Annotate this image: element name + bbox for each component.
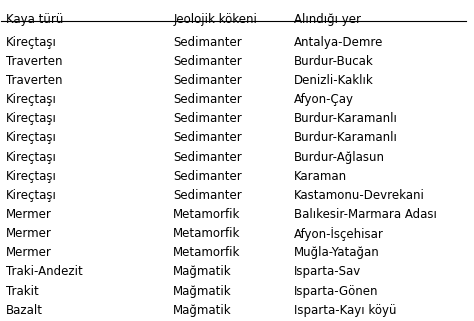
Text: Trakit: Trakit <box>6 285 39 298</box>
Text: Isparta-Gönen: Isparta-Gönen <box>294 285 378 298</box>
Text: Sedimanter: Sedimanter <box>173 189 242 202</box>
Text: Karaman: Karaman <box>294 170 347 183</box>
Text: Sedimanter: Sedimanter <box>173 112 242 126</box>
Text: Mağmatik: Mağmatik <box>173 265 232 278</box>
Text: Sedimanter: Sedimanter <box>173 55 242 68</box>
Text: Alındığı yer: Alındığı yer <box>294 13 361 26</box>
Text: Kireçtaşı: Kireçtaşı <box>6 151 57 164</box>
Text: Muğla-Yatağan: Muğla-Yatağan <box>294 246 380 259</box>
Text: Sedimanter: Sedimanter <box>173 151 242 164</box>
Text: Burdur-Ağlasun: Burdur-Ağlasun <box>294 151 385 164</box>
Text: Bazalt: Bazalt <box>6 304 43 317</box>
Text: Kireçtaşı: Kireçtaşı <box>6 93 57 106</box>
Text: Isparta-Kayı köyü: Isparta-Kayı köyü <box>294 304 396 317</box>
Text: Isparta-Sav: Isparta-Sav <box>294 265 361 278</box>
Text: Balıkesir-Marmara Adası: Balıkesir-Marmara Adası <box>294 208 437 221</box>
Text: Traverten: Traverten <box>6 74 63 87</box>
Text: Kireçtaşı: Kireçtaşı <box>6 189 57 202</box>
Text: Kireçtaşı: Kireçtaşı <box>6 132 57 144</box>
Text: Afyon-Çay: Afyon-Çay <box>294 93 354 106</box>
Text: Metamorfik: Metamorfik <box>173 208 240 221</box>
Text: Sedimanter: Sedimanter <box>173 36 242 49</box>
Text: Kaya türü: Kaya türü <box>6 13 64 26</box>
Text: Mağmatik: Mağmatik <box>173 285 232 298</box>
Text: Kireçtaşı: Kireçtaşı <box>6 170 57 183</box>
Text: Jeolojik kökeni: Jeolojik kökeni <box>173 13 257 26</box>
Text: Traverten: Traverten <box>6 55 63 68</box>
Text: Mermer: Mermer <box>6 227 52 240</box>
Text: Metamorfik: Metamorfik <box>173 246 240 259</box>
Text: Burdur-Bucak: Burdur-Bucak <box>294 55 374 68</box>
Text: Kireçtaşı: Kireçtaşı <box>6 36 57 49</box>
Text: Afyon-İsçehisar: Afyon-İsçehisar <box>294 227 384 241</box>
Text: Kireçtaşı: Kireçtaşı <box>6 112 57 126</box>
Text: Antalya-Demre: Antalya-Demre <box>294 36 383 49</box>
Text: Burdur-Karamanlı: Burdur-Karamanlı <box>294 132 398 144</box>
Text: Sedimanter: Sedimanter <box>173 132 242 144</box>
Text: Burdur-Karamanlı: Burdur-Karamanlı <box>294 112 398 126</box>
Text: Sedimanter: Sedimanter <box>173 170 242 183</box>
Text: Kastamonu-Devrekani: Kastamonu-Devrekani <box>294 189 425 202</box>
Text: Sedimanter: Sedimanter <box>173 93 242 106</box>
Text: Sedimanter: Sedimanter <box>173 74 242 87</box>
Text: Mermer: Mermer <box>6 208 52 221</box>
Text: Metamorfik: Metamorfik <box>173 227 240 240</box>
Text: Mağmatik: Mağmatik <box>173 304 232 317</box>
Text: Traki-Andezit: Traki-Andezit <box>6 265 83 278</box>
Text: Mermer: Mermer <box>6 246 52 259</box>
Text: Denizli-Kaklık: Denizli-Kaklık <box>294 74 374 87</box>
